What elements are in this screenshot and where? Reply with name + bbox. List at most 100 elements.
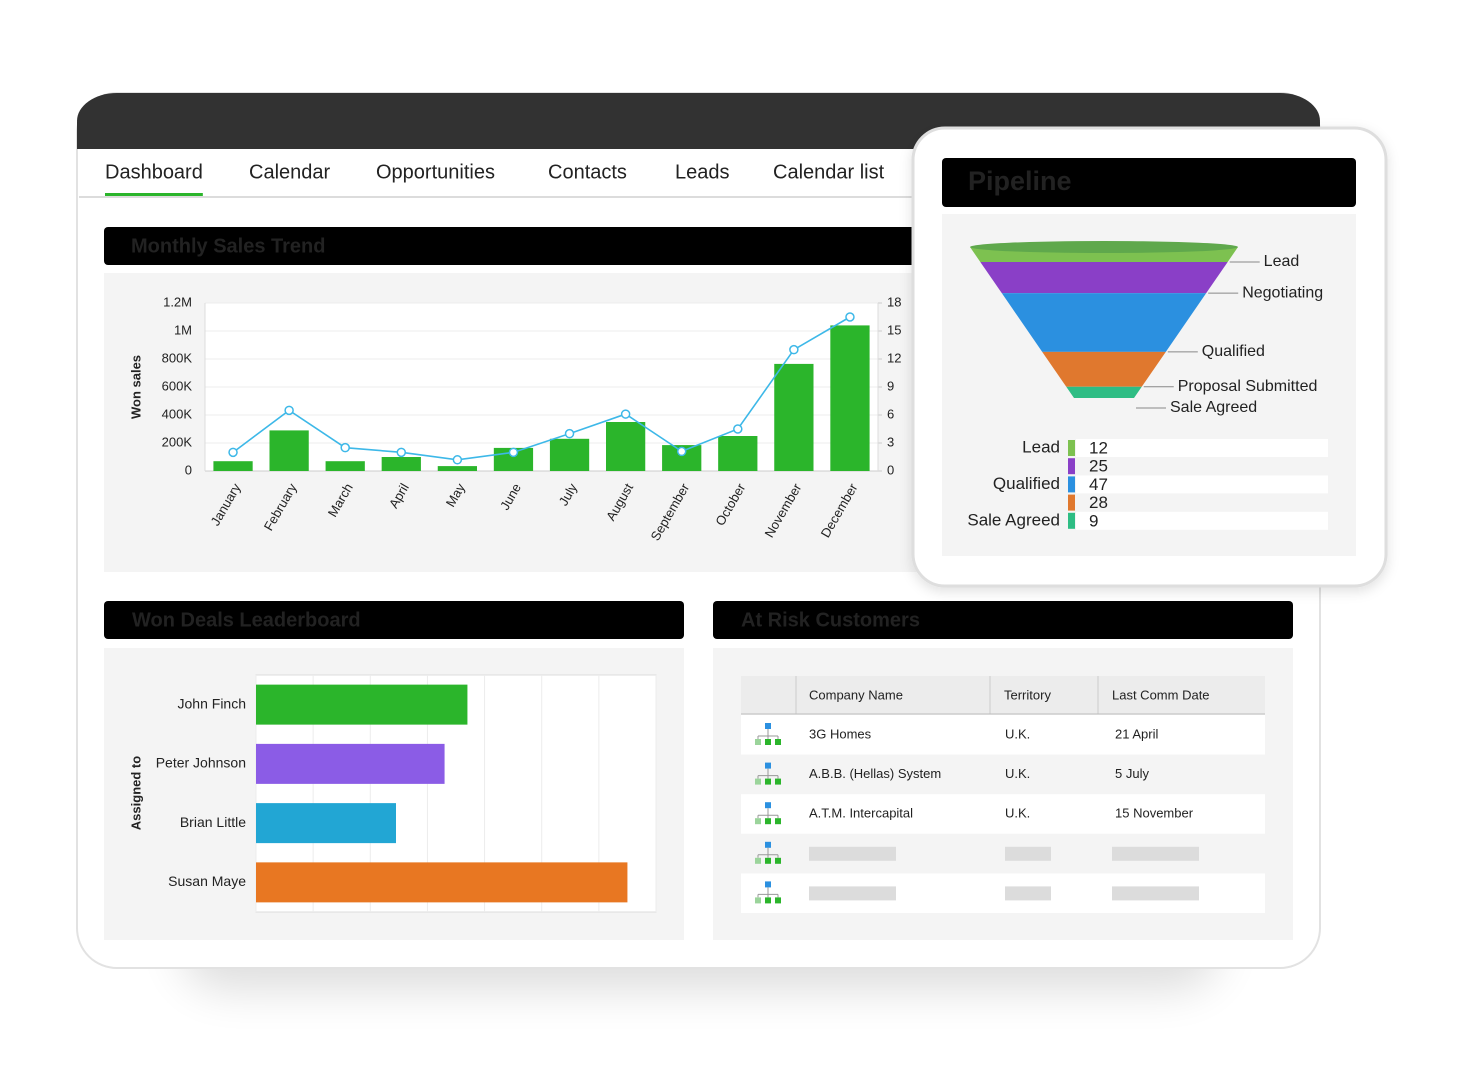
table-cell: A.T.M. Intercapital: [809, 806, 913, 821]
org-icon: [775, 778, 781, 785]
funnel-segment: [1042, 351, 1166, 387]
placeholder-cell: [809, 846, 896, 861]
y-tick-label: 400K: [162, 406, 193, 421]
table-cell: 5 July: [1115, 766, 1149, 781]
table-cell: U.K.: [1005, 806, 1030, 821]
table-cell: U.K.: [1005, 726, 1030, 741]
funnel-top: [970, 241, 1238, 253]
table-row: [741, 794, 1265, 834]
bar: [256, 743, 445, 784]
panel-header: [942, 158, 1356, 207]
legend-label: Qualified: [993, 474, 1060, 493]
funnel-label: Proposal Submitted: [1178, 378, 1318, 395]
org-icon: [765, 818, 771, 825]
line-point: [452, 455, 463, 465]
table-cell: 3G Homes: [809, 726, 872, 741]
panel-header: [104, 601, 684, 639]
legend-swatch: [1068, 440, 1075, 456]
org-icon: [765, 881, 771, 888]
org-icon: [775, 897, 781, 904]
legend-swatch: [1068, 512, 1075, 529]
line-point: [733, 424, 743, 434]
legend-swatch: [1068, 494, 1075, 511]
org-icon: [775, 818, 781, 825]
table-cell: U.K.: [1005, 766, 1030, 781]
line-point: [789, 344, 799, 355]
placeholder-cell: [809, 886, 896, 901]
nav-tab[interactable]: Opportunities: [376, 161, 495, 183]
funnel-segment: [1066, 386, 1142, 398]
table-cell: A.B.B. (Hellas) System: [809, 766, 941, 781]
org-icon: [765, 897, 771, 904]
nav-tab[interactable]: Dashboard: [105, 161, 203, 183]
org-icon: [755, 897, 761, 904]
bar: [256, 862, 628, 903]
placeholder-cell: [1005, 886, 1051, 901]
org-icon: [755, 818, 761, 825]
line-point: [396, 447, 407, 458]
nav-tab[interactable]: Contacts: [548, 161, 627, 183]
y-tick-label: 600K: [162, 378, 193, 393]
y2-tick-label: 6: [887, 406, 894, 421]
legend-value: 25: [1089, 457, 1108, 476]
active-tab-underline: [105, 193, 203, 196]
bar: [256, 803, 396, 844]
org-icon: [775, 739, 781, 745]
org-icon: [765, 739, 771, 745]
line-point: [620, 409, 631, 419]
trend-line: [232, 316, 851, 461]
org-icon: [765, 762, 771, 769]
y-axis-label: Assigned to: [128, 756, 143, 830]
panel-title: Pipeline: [968, 166, 1072, 196]
bar: [437, 466, 478, 471]
table-row: [741, 715, 1265, 755]
funnel-label: Qualified: [1202, 343, 1265, 360]
legend-row-bg: [1076, 475, 1328, 494]
panel-title: Monthly Sales Trend: [131, 235, 325, 257]
bar: [774, 363, 814, 471]
org-icon: [755, 778, 761, 785]
org-icon: [755, 739, 761, 745]
funnel-segment: [980, 261, 1228, 294]
y-tick-label: 1.2M: [163, 294, 192, 309]
legend-label: Sale Agreed: [967, 510, 1060, 529]
org-icon: [757, 729, 779, 739]
org-icon: [757, 887, 779, 898]
y-tick-label: 200K: [162, 434, 193, 449]
funnel-segment: [1001, 293, 1207, 352]
panel-title: Won Deals Leaderboard: [132, 609, 361, 631]
bar: [256, 684, 468, 725]
bar: [213, 461, 253, 471]
line-point: [508, 447, 519, 458]
table-cell: 15 November: [1115, 806, 1194, 821]
nav-tab[interactable]: Calendar list: [773, 161, 885, 183]
org-icon: [755, 857, 761, 864]
nav-tab[interactable]: Leads: [675, 161, 730, 183]
funnel-label: Negotiating: [1242, 284, 1323, 301]
legend-row-bg: [1076, 511, 1328, 530]
org-icon: [757, 847, 779, 858]
y2-tick-label: 15: [887, 322, 901, 337]
table-row: [741, 754, 1265, 795]
legend-row-bg: [1076, 439, 1328, 457]
legend-swatch: [1068, 476, 1075, 493]
org-icon: [765, 802, 771, 809]
org-icon: [757, 808, 779, 819]
y-tick-label: 0: [185, 462, 192, 477]
y2-tick-label: 3: [887, 434, 894, 449]
y-tick-label: Susan Maye: [168, 873, 246, 889]
org-icon: [775, 857, 781, 864]
funnel-label: Sale Agreed: [1170, 399, 1257, 416]
line-point: [845, 312, 855, 322]
org-icon: [765, 857, 771, 864]
nav-tab[interactable]: Calendar: [249, 161, 331, 183]
line-point: [340, 442, 350, 453]
panel-header: [713, 601, 1293, 639]
bar: [830, 325, 870, 471]
y2-tick-label: 12: [887, 350, 901, 365]
y-tick-label: Brian Little: [180, 814, 246, 830]
line-point: [676, 446, 687, 457]
bar: [381, 457, 421, 471]
